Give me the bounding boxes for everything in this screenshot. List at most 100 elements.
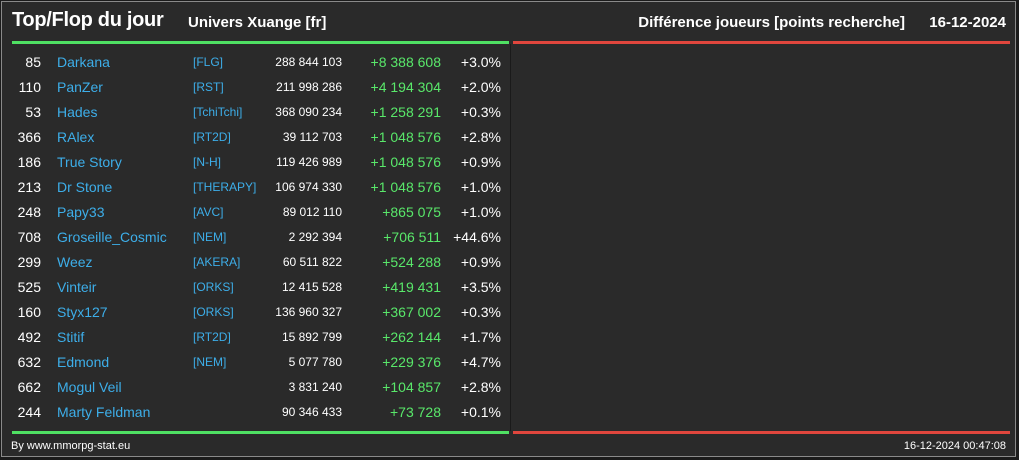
table-row: 186 True Story [N-H] 119 426 989 +1 048 576 +… [12, 150, 509, 175]
player-points: 211 998 286 [276, 80, 342, 94]
points-difference: +706 511 [383, 229, 441, 245]
player-name-link[interactable]: Darkana [57, 54, 110, 70]
player-rank: 248 [17, 204, 41, 220]
table-row: 244 Marty Feldman 90 346 433 +73 728 +0.1% [12, 400, 509, 425]
percent-change: +3.0% [460, 54, 501, 70]
alliance-tag-link[interactable]: [RST] [193, 80, 224, 94]
player-points: 106 974 330 [275, 180, 342, 194]
player-rank: 366 [17, 129, 41, 145]
table-row: 110 PanZer [RST] 211 998 286 +4 194 304 +2.0% [12, 75, 509, 100]
percent-change: +1.7% [460, 329, 501, 345]
player-points: 12 415 528 [281, 280, 342, 294]
points-difference: +1 048 576 [370, 129, 441, 145]
player-name-link[interactable]: Marty Feldman [57, 404, 151, 420]
percent-change: +0.1% [460, 404, 501, 420]
player-rank: 160 [17, 304, 41, 320]
player-name-link[interactable]: Mogul Veil [57, 379, 122, 395]
points-difference: +8 388 608 [370, 54, 441, 70]
player-rank: 492 [17, 329, 41, 345]
points-difference: +367 002 [382, 304, 441, 320]
player-rank: 186 [17, 154, 41, 170]
alliance-tag-link[interactable]: [ORKS] [193, 280, 234, 294]
points-difference: +865 075 [382, 204, 441, 220]
table-row: 213 Dr Stone [THERAPY] 106 974 330 +1 048 57… [12, 175, 509, 200]
player-name-link[interactable]: PanZer [57, 79, 103, 95]
percent-change: +0.3% [460, 304, 501, 320]
alliance-tag-link[interactable]: [THERAPY] [193, 180, 257, 194]
points-difference: +1 048 576 [370, 154, 441, 170]
player-name-link[interactable]: Papy33 [57, 204, 105, 220]
alliance-tag-link[interactable]: [AKERA] [193, 255, 241, 269]
player-name-link[interactable]: Edmond [57, 354, 110, 370]
percent-change: +2.0% [460, 79, 501, 95]
bottom-accent-bar-right [513, 431, 1010, 434]
player-points: 2 292 394 [288, 230, 342, 244]
player-name-link[interactable]: Groseille_Cosmic [57, 229, 167, 245]
alliance-tag-link[interactable]: [FLG] [193, 55, 224, 69]
alliance-tag-link[interactable]: [TchiTchi] [193, 105, 243, 119]
percent-change: +2.8% [460, 129, 501, 145]
alliance-tag-link[interactable]: [RT2D] [193, 130, 231, 144]
player-name-link[interactable]: Vinteir [57, 279, 97, 295]
player-name-link[interactable]: Styx127 [57, 304, 108, 320]
points-difference: +4 194 304 [370, 79, 441, 95]
alliance-tag-link[interactable]: [NEM] [193, 230, 227, 244]
player-name-link[interactable]: True Story [57, 154, 122, 170]
points-difference: +1 258 291 [370, 104, 441, 120]
table-row: 53 Hades [TchiTchi] 368 090 234 +1 258 291 +0… [12, 100, 509, 125]
player-name-link[interactable]: Weez [57, 254, 93, 270]
universe-label: Univers Xuange [fr] [188, 14, 327, 31]
player-points: 368 090 234 [275, 105, 342, 119]
points-difference: +73 728 [390, 404, 441, 420]
alliance-tag-link[interactable]: [AVC] [193, 205, 224, 219]
player-rank: 53 [25, 104, 41, 120]
percent-change: +3.5% [460, 279, 501, 295]
table-row: 248 Papy33 [AVC] 89 012 110 +865 075 +1.0% [12, 200, 509, 225]
percent-change: +44.6% [453, 229, 501, 245]
player-points: 90 346 433 [281, 405, 342, 419]
header-date: 16-12-2024 [929, 14, 1006, 31]
alliance-tag-link[interactable]: [ORKS] [193, 305, 234, 319]
player-name-link[interactable]: Stitif [57, 329, 85, 345]
table-row: 525 Vinteir [ORKS] 12 415 528 +419 431 +3.5% [12, 275, 509, 300]
player-points: 3 831 240 [288, 380, 342, 394]
points-difference: +524 288 [382, 254, 441, 270]
alliance-tag-link[interactable]: [RT2D] [193, 330, 231, 344]
points-difference: +104 857 [382, 379, 441, 395]
player-rank: 213 [17, 179, 41, 195]
player-points: 60 511 822 [282, 255, 342, 269]
player-points: 288 844 103 [275, 55, 342, 69]
player-rank: 708 [17, 229, 41, 245]
player-rank: 662 [17, 379, 41, 395]
player-rank: 244 [17, 404, 41, 420]
points-difference: +1 048 576 [370, 179, 441, 195]
table-row: 632 Edmond [NEM] 5 077 780 +229 376 +4.7% [12, 350, 509, 375]
page-title: Top/Flop du jour [12, 9, 164, 31]
player-points: 119 426 989 [276, 155, 342, 169]
points-difference: +419 431 [382, 279, 441, 295]
player-rank: 85 [25, 54, 41, 70]
player-points: 89 012 110 [282, 205, 342, 219]
bottom-accent-bar-left [12, 431, 509, 434]
alliance-tag-link[interactable]: [N-H] [193, 155, 221, 169]
table-row: 662 Mogul Veil 3 831 240 +104 857 +2.8% [12, 375, 509, 400]
top-accent-bar-right [513, 41, 1010, 44]
player-name-link[interactable]: Hades [57, 104, 98, 120]
player-points: 15 892 799 [281, 330, 342, 344]
table-row: 708 Groseille_Cosmic [NEM] 2 292 394 +706 51… [12, 225, 509, 250]
top-accent-bar-left [12, 41, 509, 44]
player-points: 136 960 327 [275, 305, 342, 319]
player-name-link[interactable]: Dr Stone [57, 179, 113, 195]
percent-change: +0.9% [460, 154, 501, 170]
player-name-link[interactable]: RAlex [57, 129, 95, 145]
player-rank: 525 [17, 279, 41, 295]
player-rank: 299 [17, 254, 41, 270]
table-row: 299 Weez [AKERA] 60 511 822 +524 288 +0.9% [12, 250, 509, 275]
percent-change: +2.8% [460, 379, 501, 395]
metric-label: Différence joueurs [points recherche] [638, 14, 905, 31]
player-points: 5 077 780 [288, 355, 342, 369]
points-difference: +229 376 [382, 354, 441, 370]
alliance-tag-link[interactable]: [NEM] [193, 355, 227, 369]
percent-change: +1.0% [460, 204, 501, 220]
